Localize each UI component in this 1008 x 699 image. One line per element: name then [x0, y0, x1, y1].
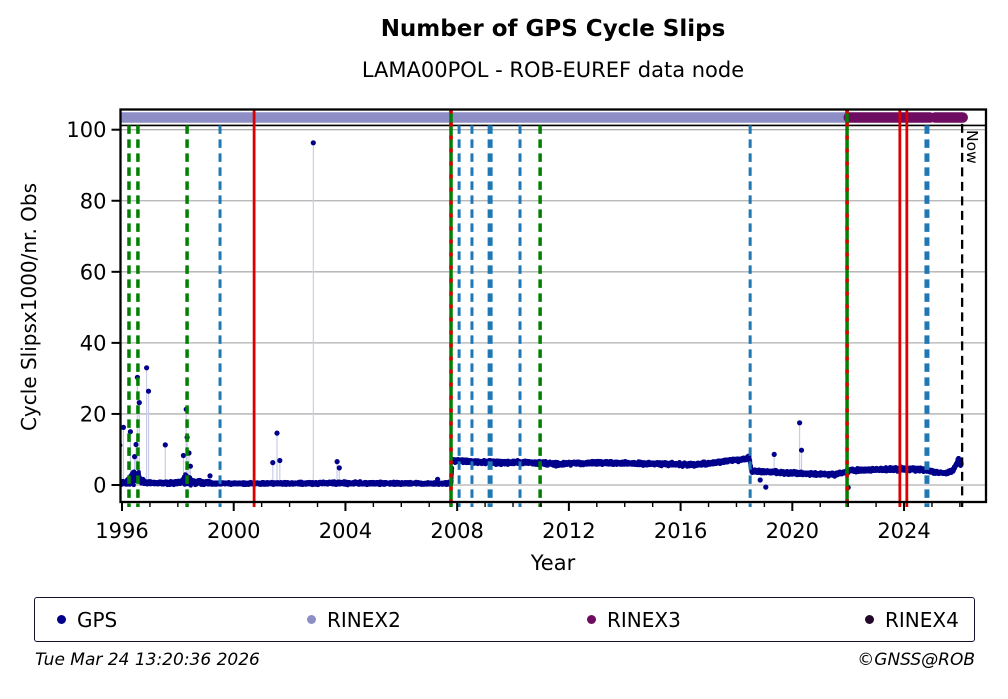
legend-item-gps: GPS — [57, 598, 117, 641]
x-tick-label: 2008 — [430, 519, 483, 543]
now-label: Now — [963, 130, 981, 164]
rinex4-marker-icon — [865, 615, 874, 624]
legend-label-rinex4: RINEX4 — [885, 607, 959, 632]
y-tick-label: 0 — [93, 474, 106, 498]
gps-outlier-stems — [122, 142, 803, 484]
y-tick-label: 100 — [66, 118, 106, 142]
legend-item-rinex2: RINEX2 — [307, 598, 401, 641]
rinex3-marker-icon — [587, 615, 596, 624]
x-tick-label: 2012 — [542, 519, 595, 543]
legend-label-rinex3: RINEX3 — [607, 607, 681, 632]
gps-marker-icon — [57, 615, 66, 624]
plot-frame — [119, 108, 988, 504]
legend-label-gps: GPS — [77, 607, 118, 632]
y-tick-label: 60 — [80, 260, 107, 284]
legend-item-rinex3: RINEX3 — [587, 598, 681, 641]
y-tick-label: 20 — [80, 402, 107, 426]
x-tick-label: 1996 — [95, 519, 148, 543]
x-tick-label: 2020 — [766, 519, 819, 543]
x-tick-label: 2024 — [877, 519, 930, 543]
plot-timestamp: Tue Mar 24 13:20:36 2026 — [35, 650, 260, 670]
x-axis-label: Year — [530, 551, 576, 575]
y-tick-label: 80 — [80, 189, 107, 213]
x-tick-label: 2016 — [654, 519, 707, 543]
legend: GPS RINEX2 RINEX3 RINEX4 — [34, 597, 975, 642]
copyright-text: ©GNSS@ROB — [857, 650, 975, 670]
gps-scatter-points — [120, 140, 964, 491]
rinex2-marker-icon — [307, 615, 316, 624]
x-tick-label: 2004 — [319, 519, 372, 543]
legend-item-rinex4: RINEX4 — [865, 598, 959, 641]
y-tick-label: 40 — [80, 331, 107, 355]
chart-title: Number of GPS Cycle Slips — [380, 16, 726, 42]
x-tick-label: 2000 — [207, 519, 260, 543]
chart-plot-area: 1996 2000 2004 2008 2012 2016 2020 2024 0 20 40 60 8… — [66, 108, 988, 543]
chart-subtitle: LAMA00POL - ROB-EUREF data node — [361, 58, 745, 82]
legend-label-rinex2: RINEX2 — [327, 607, 401, 632]
